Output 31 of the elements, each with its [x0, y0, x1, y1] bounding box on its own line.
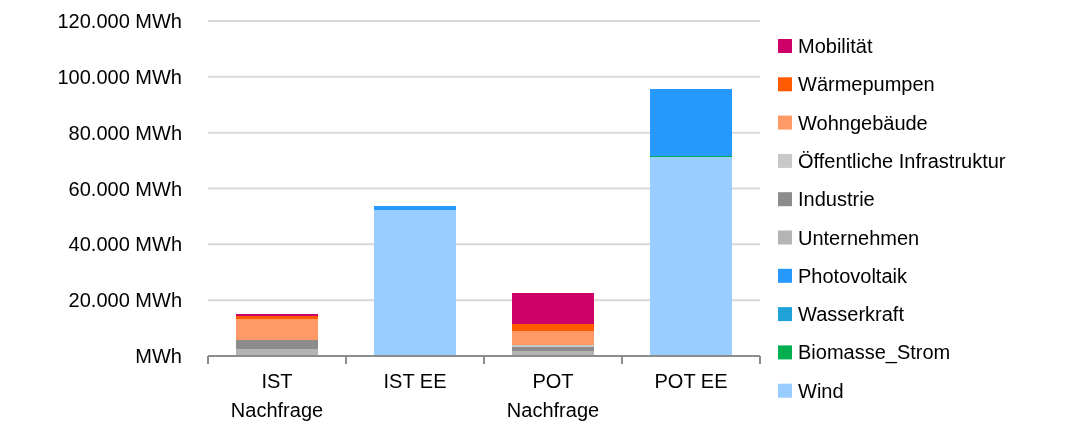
- bar: [512, 331, 594, 346]
- y-tick-label: 100.000 MWh: [57, 65, 182, 88]
- legend-label: Wohngebäude: [798, 111, 928, 134]
- legend-label: Wärmepumpen: [798, 73, 935, 96]
- legend-label: Öffentliche Infrastruktur: [798, 149, 1006, 172]
- bar: [650, 89, 732, 156]
- y-tick-label: MWh: [135, 345, 182, 367]
- bar: [650, 156, 732, 356]
- legend-label: Wind: [798, 379, 844, 402]
- y-tick-label: 20.000 MWh: [68, 289, 182, 312]
- bar: [512, 323, 594, 332]
- bar: [236, 319, 318, 340]
- legend-label: Industrie: [798, 188, 875, 211]
- y-tick-label: 80.000 MWh: [68, 121, 182, 144]
- bar: [374, 205, 456, 210]
- legend-label: Photovoltaik: [798, 264, 908, 287]
- legend-label: Mobilität: [798, 35, 873, 57]
- bar: [374, 209, 456, 356]
- y-tick-label: 40.000 MWh: [68, 233, 182, 256]
- y-tick-label: 60.000 MWh: [68, 177, 182, 200]
- x-tick-label: POT EE: [654, 370, 728, 392]
- legend-label: Wasserkraft: [798, 303, 905, 326]
- legend-label: Biomasse_Strom: [798, 341, 951, 365]
- y-tick-label: 120.000 MWh: [57, 10, 182, 32]
- x-tick-label: IST EE: [383, 370, 447, 392]
- bar: [236, 340, 318, 350]
- x-tick-label: POT Nachfrage: [506, 370, 600, 421]
- bar: [512, 292, 594, 324]
- legend-label: Unternehmen: [798, 226, 920, 249]
- x-tick-label: IST Nachfrage: [230, 370, 324, 421]
- bar: [512, 346, 594, 351]
